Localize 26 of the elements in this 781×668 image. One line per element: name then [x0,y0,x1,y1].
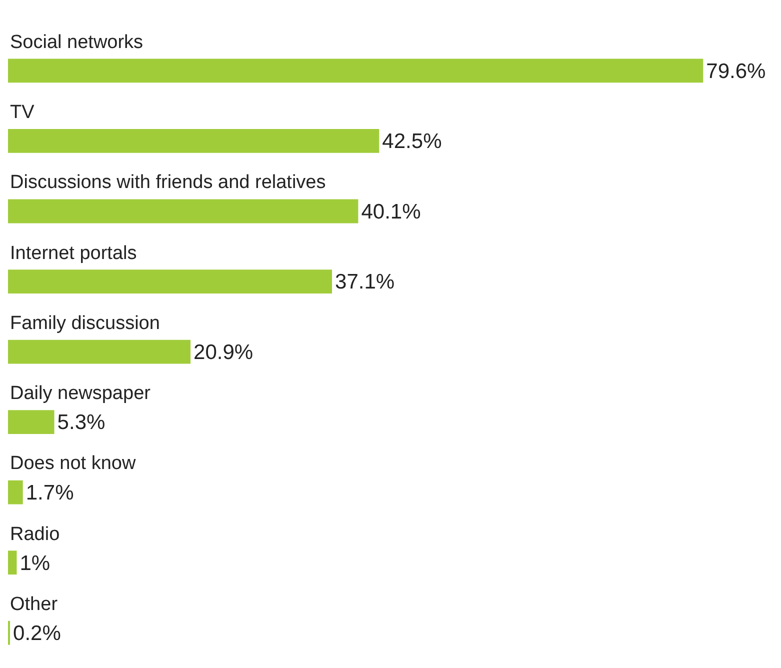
data-label: 42.5% [382,130,442,154]
data-label: 0.2% [13,622,61,646]
y-tick-label: Family discussion [10,313,160,334]
y-tick-label: Internet portals [10,243,137,264]
data-label: 5.3% [57,411,106,434]
bar [8,58,704,83]
data-label: 20.9% [194,340,254,364]
bar [8,340,191,364]
y-tick-label: Daily newspaper [10,383,152,404]
y-tick-label: Discussions with friends and relatives [10,172,326,193]
y-tick-label: Social networks [10,32,144,53]
data-label: 79.6% [706,60,766,83]
bar [8,129,380,153]
bar [8,480,23,504]
data-label: 40.1% [361,200,421,224]
y-tick-label: TV [10,102,35,123]
y-tick-label: Other [10,594,58,615]
bar [8,410,54,434]
y-tick-label: Does not know [10,453,136,474]
data-label: 37.1% [335,270,395,294]
bar [8,550,17,575]
bar [8,270,332,294]
bar [8,199,358,224]
y-tick-label: Radio [10,524,60,545]
data-label: 1.7% [26,481,74,504]
data-label: 1% [20,552,50,575]
